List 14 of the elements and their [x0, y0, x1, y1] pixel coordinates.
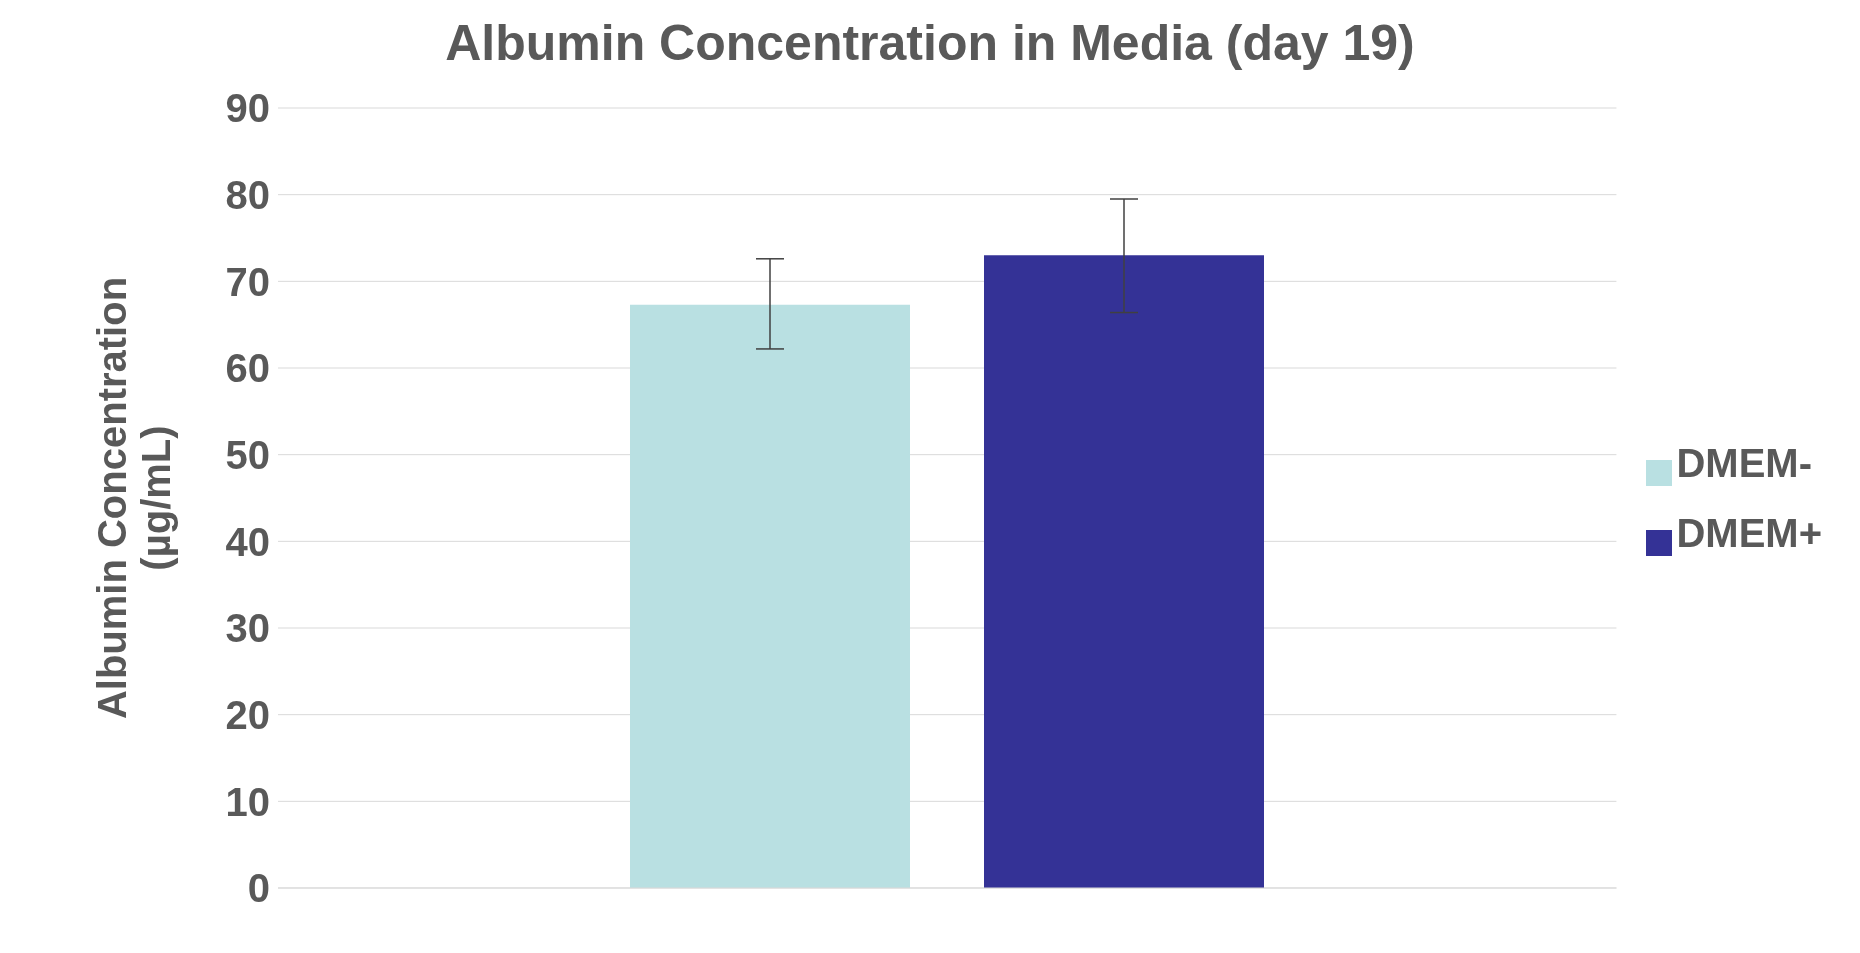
y-tick-label: 80 — [225, 172, 270, 217]
y-tick-label: 90 — [225, 86, 270, 131]
y-tick-label: 10 — [225, 779, 270, 824]
y-tick-label: 0 — [247, 866, 270, 911]
y-tick-label: 30 — [225, 606, 270, 651]
y-tick-label: 70 — [225, 259, 270, 304]
y-tick-label: 50 — [225, 432, 270, 477]
y-tick-label: 20 — [225, 692, 270, 737]
y-axis-title: Albumin Concentration (µg/mL) — [90, 276, 178, 720]
y-tick-label: 40 — [225, 519, 270, 564]
legend-label: DMEM+ — [1676, 511, 1822, 555]
y-tick-label: 60 — [225, 346, 270, 391]
legend-label: DMEM- — [1676, 441, 1812, 485]
chart-title: Albumin Concentration in Media (day 19) — [444, 14, 1416, 72]
